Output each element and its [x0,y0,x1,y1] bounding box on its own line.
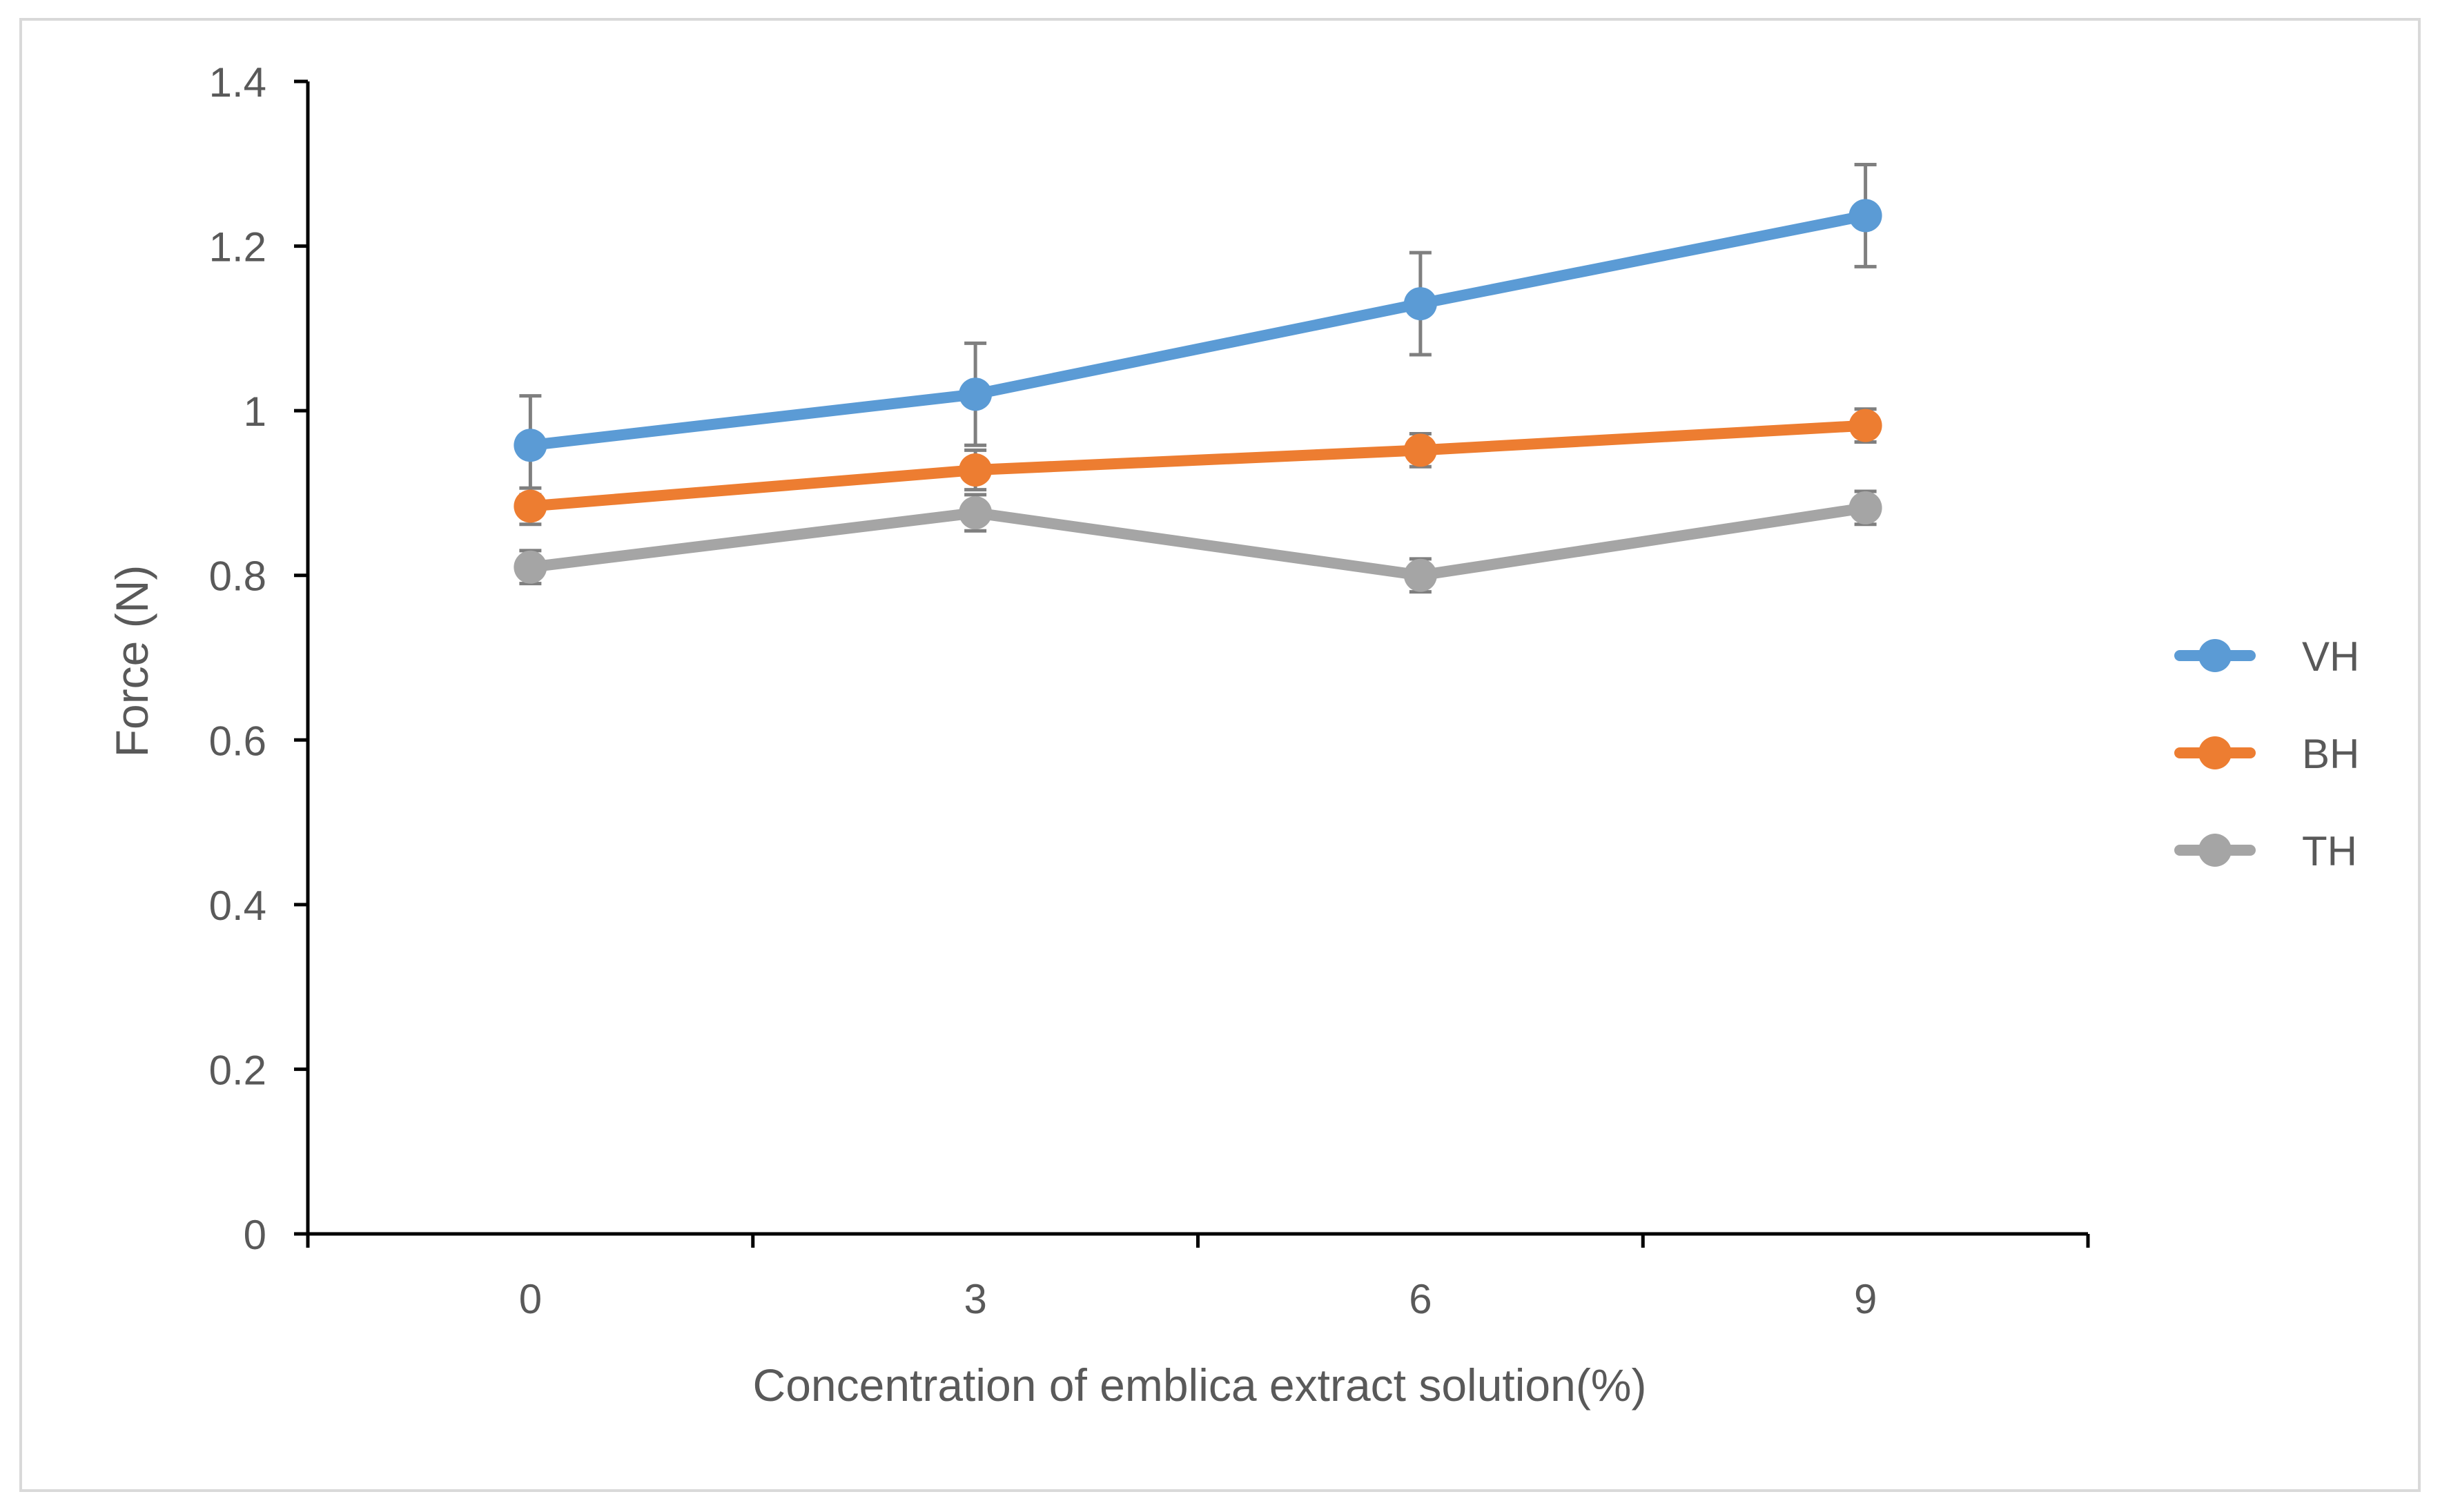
y-tick-label: 1.4 [209,59,266,106]
y-tick-label: 0.6 [209,718,266,764]
data-point-bh [1848,409,1882,442]
y-tick-label: 0 [244,1212,266,1258]
y-tick-label: 0.2 [209,1047,266,1093]
data-point-th [514,550,547,584]
y-tick-label: 0.4 [209,883,266,929]
legend-label: VH [2302,634,2359,680]
axes: 0 0.2 0.4 0.6 0.8 1 1.2 1.4 0 3 6 9 [209,59,2090,1322]
legend-label: TH [2302,828,2357,874]
data-point-vh [514,429,547,462]
legend-item-th: TH [2174,828,2357,874]
legend-item-vh: VH [2174,634,2359,680]
y-tick-label: 1 [244,389,266,435]
y-tick-label: 1.2 [209,224,266,271]
series-line-vh [525,210,1871,451]
series-markers [514,199,1882,592]
data-point-th [1403,558,1437,592]
data-point-vh [1848,199,1882,233]
legend-swatch-marker [2198,736,2232,769]
chart-border [19,18,2421,1492]
data-point-vh [959,377,993,411]
data-point-bh [514,489,547,523]
legend: VH BH TH [2174,634,2359,874]
x-tick-label: 0 [519,1276,542,1322]
legend-swatch-marker [2198,834,2232,867]
series-line-th [525,502,1871,581]
x-tick-label: 3 [964,1276,986,1322]
legend-swatch-marker [2198,639,2232,672]
x-tick-label: 6 [1409,1276,1432,1322]
x-axis-label: Concentration of emblica extract solutio… [753,1359,1647,1411]
y-axis-label: Force (N) [106,565,157,758]
data-point-th [959,496,993,530]
data-point-bh [1403,433,1437,467]
data-point-vh [1403,287,1437,321]
series-line-bh [525,420,1871,512]
x-tick-label: 9 [1854,1276,1877,1322]
series-lines [525,210,1871,581]
legend-label: BH [2302,731,2359,777]
data-point-bh [959,453,993,487]
legend-item-bh: BH [2174,731,2359,777]
y-tick-label: 0.8 [209,553,266,600]
data-point-th [1848,491,1882,524]
